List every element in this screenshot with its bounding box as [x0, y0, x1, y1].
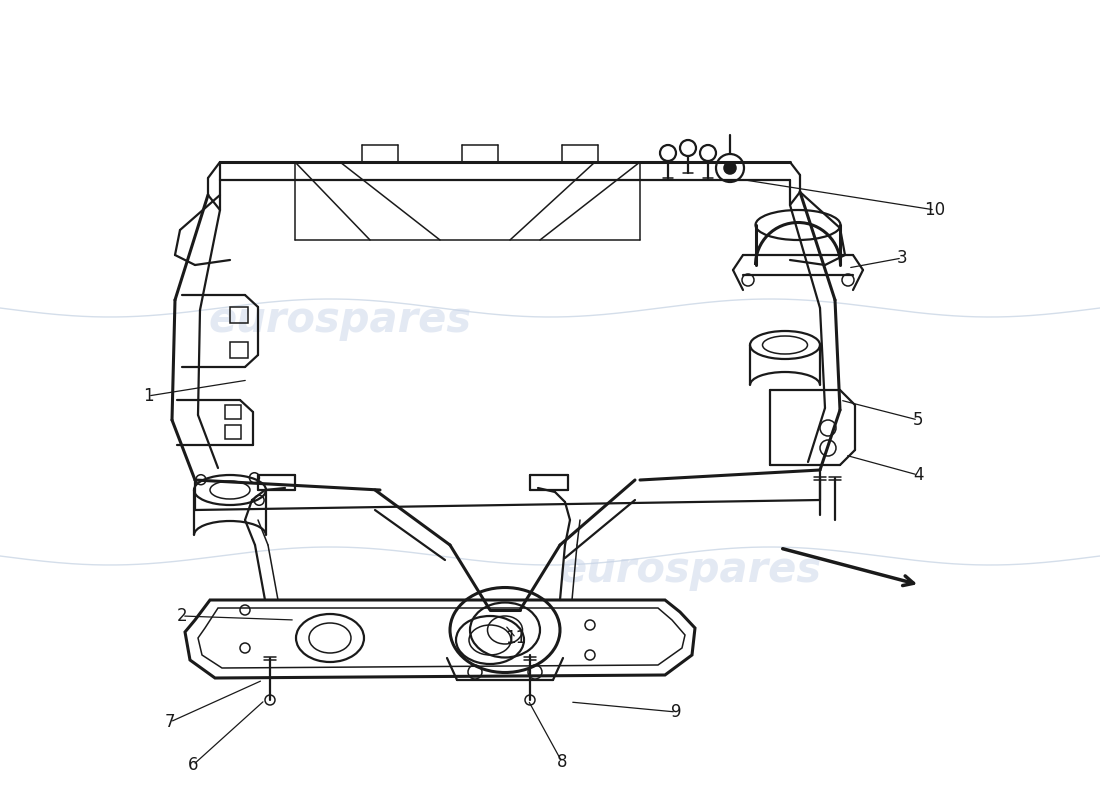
- Text: 11: 11: [505, 629, 527, 647]
- Text: 8: 8: [557, 753, 568, 771]
- Text: 10: 10: [924, 201, 946, 219]
- Text: 7: 7: [165, 713, 175, 731]
- Text: 3: 3: [896, 249, 907, 267]
- Text: 9: 9: [671, 703, 681, 721]
- Text: 4: 4: [913, 466, 923, 484]
- Text: 5: 5: [913, 411, 923, 429]
- Circle shape: [724, 162, 736, 174]
- Text: 2: 2: [177, 607, 187, 625]
- Text: eurospares: eurospares: [559, 549, 822, 591]
- Text: eurospares: eurospares: [208, 299, 472, 341]
- Text: 1: 1: [143, 387, 153, 405]
- Text: 6: 6: [188, 756, 198, 774]
